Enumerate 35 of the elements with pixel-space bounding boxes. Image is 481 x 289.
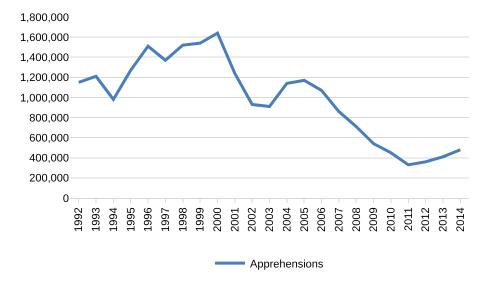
x-tick-label: 2005: [298, 207, 311, 232]
x-tick-label: 2010: [386, 207, 398, 232]
legend-label: Apprehensions: [250, 258, 324, 270]
line-series: [77, 32, 462, 166]
x-tick-label: 2014: [454, 207, 467, 232]
x-tick-label: 2002: [246, 207, 259, 232]
x-tick-label: 2013: [438, 207, 450, 232]
x-tick-label: 1999: [194, 207, 207, 232]
x-tick-label: 1994: [108, 207, 120, 232]
y-tick-label: 400,000: [29, 152, 69, 165]
y-tick-label: 200,000: [29, 172, 69, 185]
x-tick-label: 2004: [281, 207, 294, 232]
x-tick-label: 1995: [125, 207, 138, 232]
x-tick-label: 2000: [212, 207, 224, 232]
x-tick-label: 1997: [160, 207, 172, 232]
x-tick-label: 1992: [73, 207, 86, 232]
y-tick-label: 1,400,000: [20, 52, 69, 64]
x-tick-label: 2006: [316, 207, 328, 232]
y-tick-label: 1,000,000: [20, 92, 69, 104]
y-tick-label: 1,200,000: [20, 72, 69, 84]
x-tick-label: 2007: [333, 207, 346, 232]
x-tick-label: 2012: [420, 207, 432, 232]
x-tick-label: 1993: [90, 207, 103, 232]
y-tick-label: 0: [62, 192, 69, 205]
y-tick-label: 800,000: [29, 112, 69, 124]
x-tick-label: 1998: [177, 207, 190, 232]
y-tick-label: 600,000: [29, 132, 69, 145]
x-tick-label: 2003: [264, 207, 276, 232]
x-tick-label: 1996: [142, 207, 155, 232]
x-tick-label: 2008: [350, 207, 363, 232]
x-tick-label: 2011: [402, 207, 415, 232]
x-tick-label: 2001: [229, 207, 242, 232]
y-tick-label: 1,600,000: [20, 32, 69, 44]
x-tick-label: 2009: [368, 207, 380, 232]
y-tick-label: 1,800,000: [20, 12, 69, 24]
